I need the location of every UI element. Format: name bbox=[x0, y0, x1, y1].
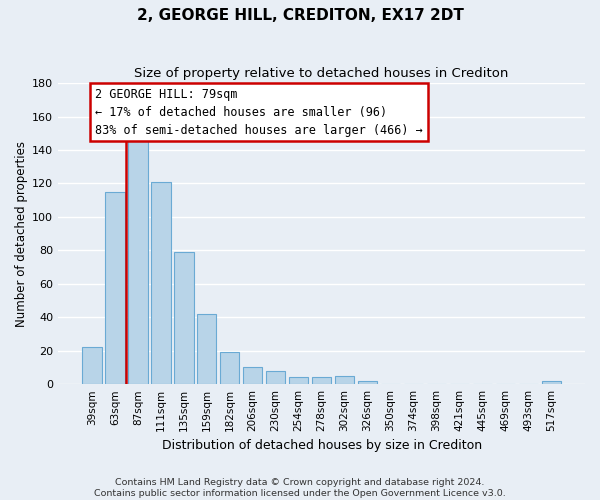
Bar bbox=[358, 381, 377, 384]
Bar bbox=[289, 378, 308, 384]
Bar bbox=[151, 182, 170, 384]
Text: Contains HM Land Registry data © Crown copyright and database right 2024.
Contai: Contains HM Land Registry data © Crown c… bbox=[94, 478, 506, 498]
Title: Size of property relative to detached houses in Crediton: Size of property relative to detached ho… bbox=[134, 68, 509, 80]
Bar bbox=[82, 348, 101, 384]
Bar bbox=[220, 352, 239, 384]
Text: 2 GEORGE HILL: 79sqm
← 17% of detached houses are smaller (96)
83% of semi-detac: 2 GEORGE HILL: 79sqm ← 17% of detached h… bbox=[95, 88, 423, 136]
Bar bbox=[197, 314, 217, 384]
Y-axis label: Number of detached properties: Number of detached properties bbox=[15, 140, 28, 326]
Text: 2, GEORGE HILL, CREDITON, EX17 2DT: 2, GEORGE HILL, CREDITON, EX17 2DT bbox=[137, 8, 463, 22]
Bar bbox=[335, 376, 355, 384]
Bar bbox=[266, 371, 286, 384]
Bar bbox=[243, 368, 262, 384]
Bar bbox=[128, 140, 148, 384]
Bar bbox=[174, 252, 194, 384]
Bar bbox=[105, 192, 125, 384]
Bar bbox=[542, 381, 561, 384]
Bar bbox=[312, 378, 331, 384]
X-axis label: Distribution of detached houses by size in Crediton: Distribution of detached houses by size … bbox=[161, 440, 482, 452]
